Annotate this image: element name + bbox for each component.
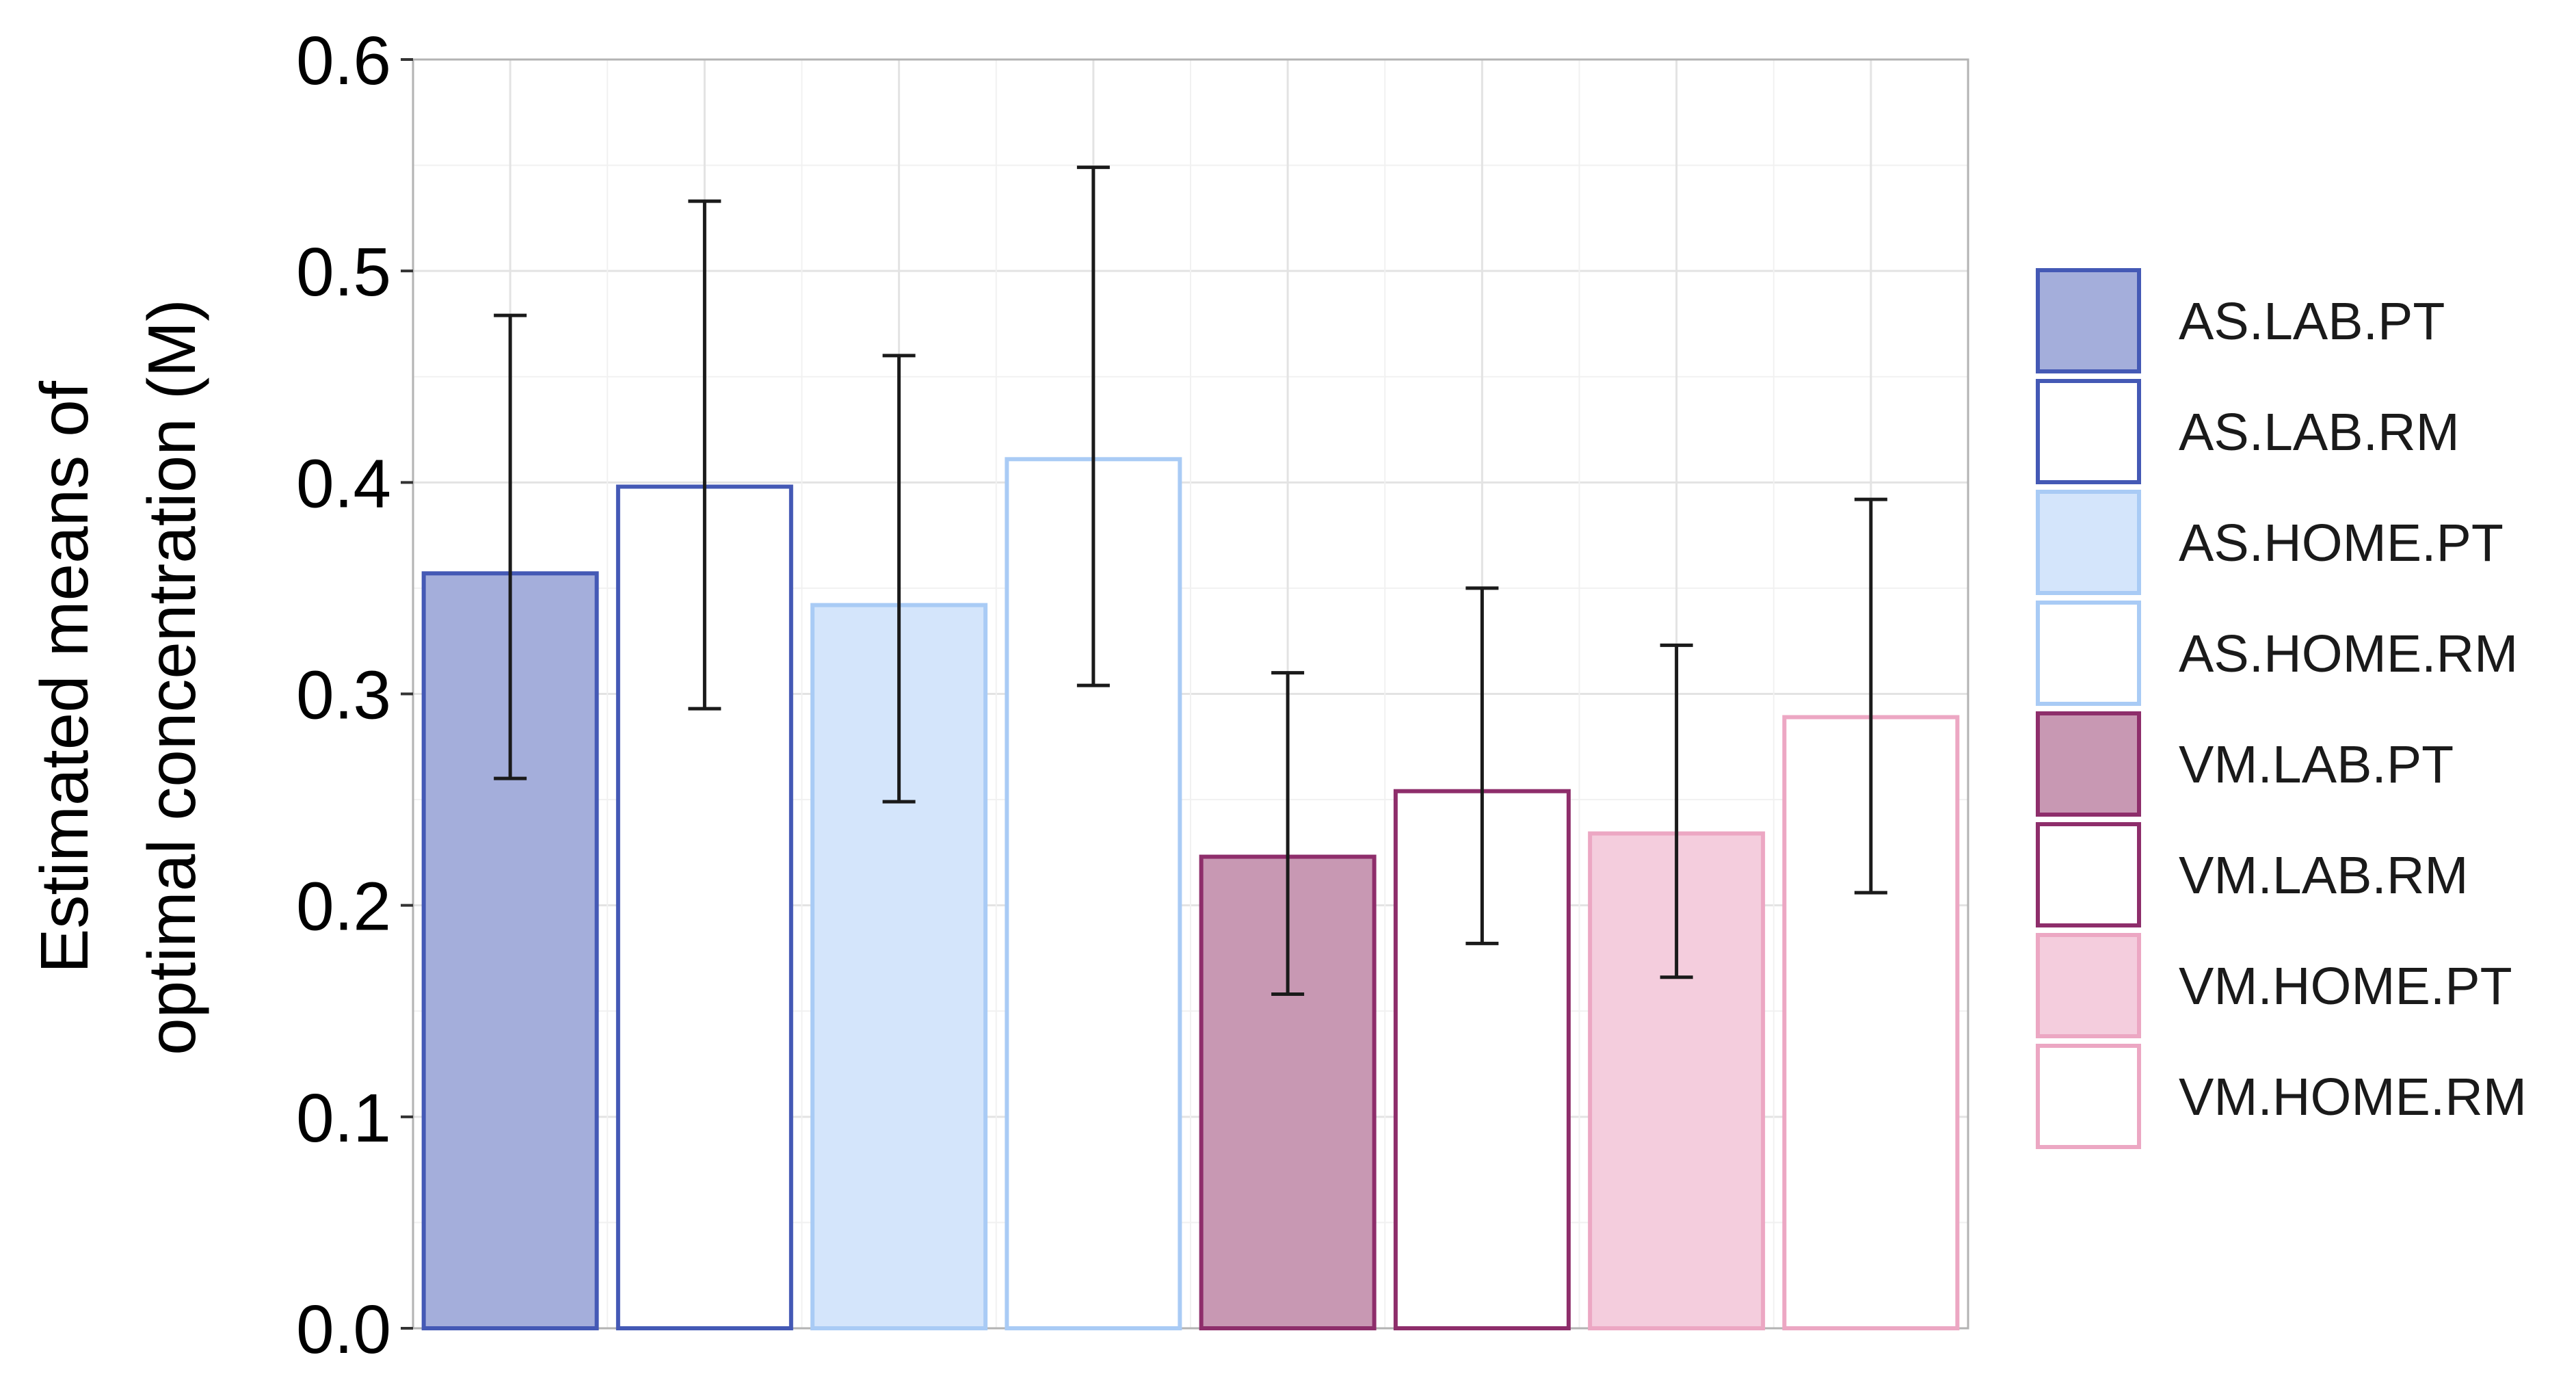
legend-label: VM.HOME.PT <box>2179 957 2512 1016</box>
y-tick-label: 0.6 <box>296 23 391 99</box>
error-bars <box>494 166 1887 997</box>
legend-label: VM.LAB.RM <box>2179 846 2469 905</box>
legend-label: VM.LAB.PT <box>2179 735 2454 794</box>
legend-key-as-home-rm <box>2036 601 2141 706</box>
legend-key-as-home-pt <box>2036 490 2141 595</box>
legend-key-as-lab-rm <box>2036 379 2141 484</box>
y-axis-label-line-2: optimal concentration (M) <box>134 299 209 1055</box>
legend-label: AS.LAB.RM <box>2179 403 2460 462</box>
legend-key-vm-home-pt <box>2036 933 2141 1038</box>
y-tick-label: 0.2 <box>296 869 391 945</box>
legend: AS.LAB.PT AS.LAB.RM AS.HOME.PT AS.HOME.RM VM… <box>2036 268 2527 1149</box>
y-tick-label: 0.4 <box>296 445 391 522</box>
legend-key-vm-home-rm <box>2036 1044 2141 1149</box>
legend-label: AS.HOME.PT <box>2179 514 2504 572</box>
y-tick-label: 0.5 <box>296 234 391 311</box>
y-tick-label: 0.1 <box>296 1080 391 1157</box>
y-axis-label-line-1: Estimated means of <box>27 380 102 973</box>
legend-label: VM.HOME.RM <box>2179 1068 2527 1127</box>
legend-label: AS.LAB.PT <box>2179 292 2445 351</box>
y-axis: 0.0 0.1 0.2 0.3 0.4 0.5 0.6 <box>296 23 413 1368</box>
legend-key-vm-lab-rm <box>2036 822 2141 927</box>
y-tick-label: 0.0 <box>296 1291 391 1368</box>
legend-label: AS.HOME.RM <box>2179 624 2518 683</box>
y-tick-label: 0.3 <box>296 657 391 734</box>
legend-key-vm-lab-pt <box>2036 711 2141 817</box>
bars <box>421 457 1960 1331</box>
legend-key-as-lab-pt <box>2036 268 2141 373</box>
